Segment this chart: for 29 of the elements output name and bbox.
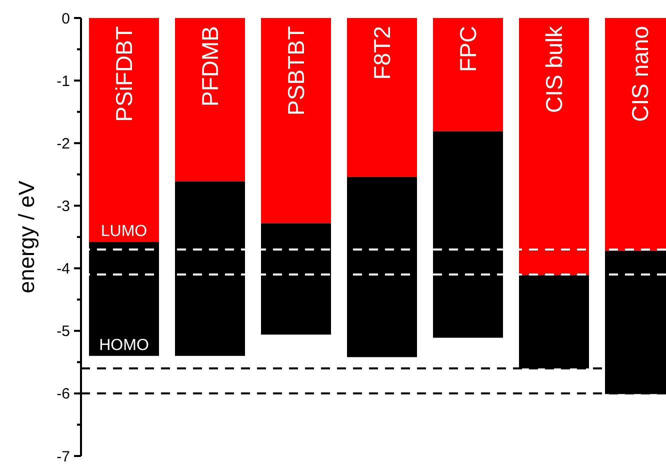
bar xyxy=(433,131,503,338)
y-tick-label: -7 xyxy=(56,448,70,466)
bar xyxy=(175,181,245,356)
x-tick-label: FPC xyxy=(455,26,481,72)
y-axis-title: energy / eV xyxy=(14,180,39,294)
x-tick-label: PSiFDBT xyxy=(111,26,137,122)
bar xyxy=(433,18,503,132)
x-tick-label: PSBTBT xyxy=(283,26,309,116)
bar xyxy=(89,18,159,242)
x-tick-label: CIS nano xyxy=(627,26,653,122)
annotation: LUMO xyxy=(100,223,148,240)
y-tick-label: -3 xyxy=(56,198,70,215)
x-tick-label: CIS bulk xyxy=(541,26,567,113)
bar xyxy=(261,223,331,335)
y-tick-label: -6 xyxy=(56,386,70,403)
bar xyxy=(175,18,245,182)
bar xyxy=(347,176,417,358)
y-tick-label: 0 xyxy=(62,10,70,28)
annotation: HOMO xyxy=(99,336,149,354)
y-tick-label: -4 xyxy=(56,260,70,278)
y-tick-label: -5 xyxy=(56,323,70,340)
y-tick-label: -2 xyxy=(56,135,70,152)
bar xyxy=(347,18,417,177)
y-tick-label: -1 xyxy=(56,72,70,90)
x-tick-label: F8T2 xyxy=(369,26,395,80)
bar xyxy=(519,18,589,276)
x-tick-label: PFDMB xyxy=(197,26,223,106)
bar xyxy=(261,18,331,224)
bar xyxy=(89,242,159,356)
